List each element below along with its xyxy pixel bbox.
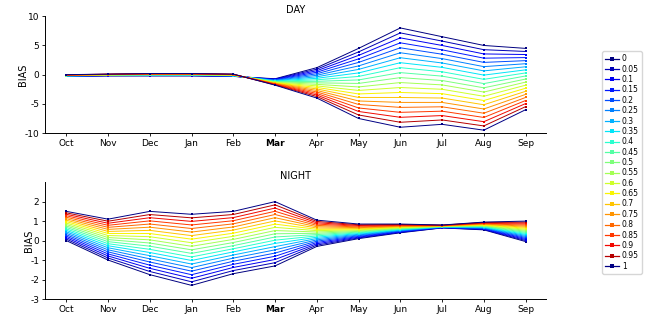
Y-axis label: BIAS: BIAS — [18, 63, 28, 86]
Title: DAY: DAY — [286, 6, 306, 16]
Title: NIGHT: NIGHT — [280, 171, 312, 181]
Y-axis label: BIAS: BIAS — [24, 229, 34, 252]
Legend: 0, 0.05, 0.1, 0.15, 0.2, 0.25, 0.3, 0.35, 0.4, 0.45, 0.5, 0.55, 0.6, 0.65, 0.7, : 0, 0.05, 0.1, 0.15, 0.2, 0.25, 0.3, 0.35… — [602, 51, 642, 274]
